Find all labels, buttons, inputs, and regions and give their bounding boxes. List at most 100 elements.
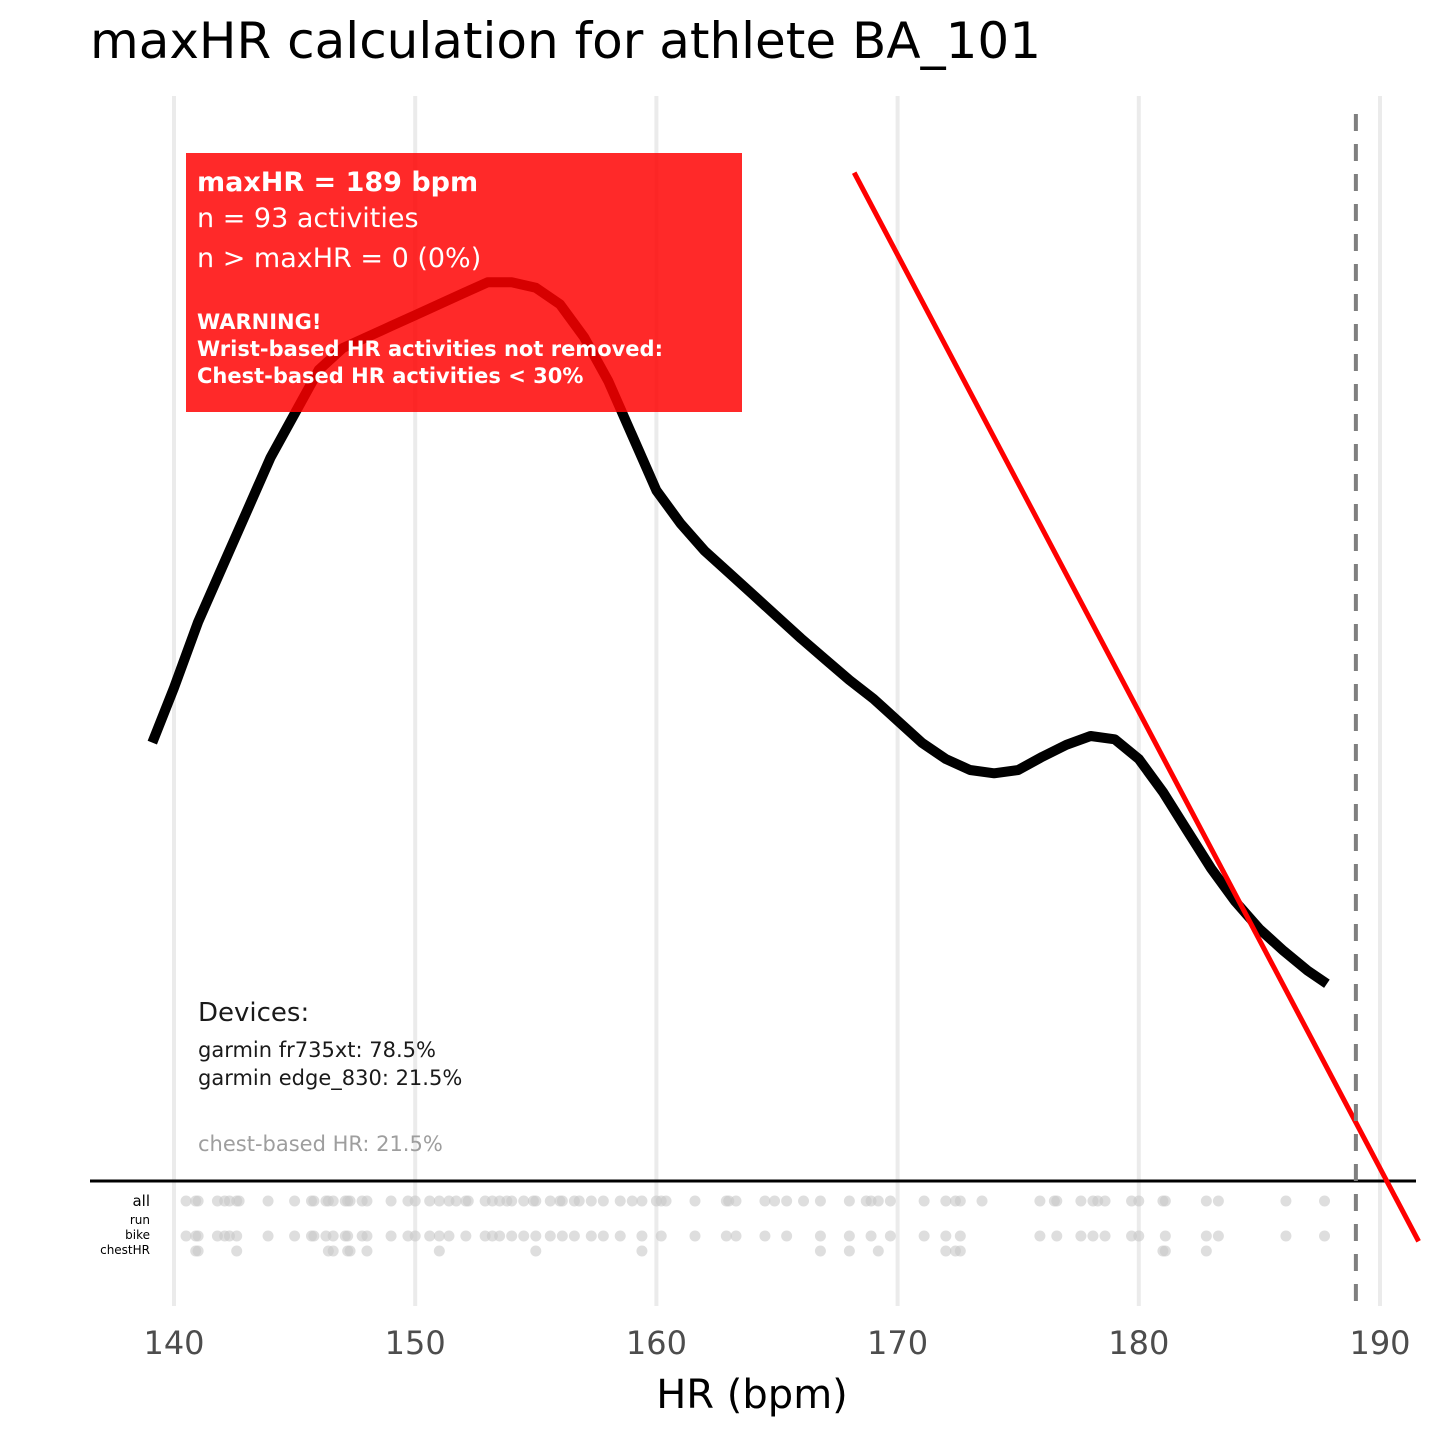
activity-point-bike xyxy=(954,1230,966,1242)
maxhr-info-box: maxHR = 189 bpm n = 93 activities n > ma… xyxy=(186,153,742,412)
activity-point-all xyxy=(544,1195,556,1207)
activity-point-bike xyxy=(1087,1230,1099,1242)
activity-point-bike xyxy=(585,1230,597,1242)
activity-point-bike xyxy=(865,1230,877,1242)
x-tick-label: 190 xyxy=(1349,1324,1410,1362)
activity-point-chesthr xyxy=(231,1245,243,1257)
activity-point-bike xyxy=(940,1230,952,1242)
activity-point-bike xyxy=(308,1230,320,1242)
activity-point-all xyxy=(327,1195,339,1207)
activity-point-bike xyxy=(518,1230,530,1242)
activity-point-all xyxy=(689,1195,701,1207)
activity-point-bike xyxy=(1075,1230,1087,1242)
activity-point-all xyxy=(843,1195,855,1207)
activity-point-bike xyxy=(544,1230,556,1242)
activity-point-all xyxy=(1319,1195,1331,1207)
activity-point-all xyxy=(556,1195,568,1207)
activity-point-bike xyxy=(1099,1230,1111,1242)
activity-point-all xyxy=(1280,1195,1292,1207)
activity-point-all xyxy=(462,1195,474,1207)
activity-point-bike xyxy=(1319,1230,1331,1242)
activity-point-all xyxy=(409,1195,421,1207)
activity-point-bike xyxy=(655,1230,667,1242)
x-tick-label: 160 xyxy=(626,1324,687,1362)
activity-point-all xyxy=(636,1195,648,1207)
fit-line xyxy=(851,171,1421,1243)
activity-point-bike xyxy=(361,1230,373,1242)
chart-title: maxHR calculation for athlete BA_101 xyxy=(90,12,1042,70)
activity-point-all xyxy=(798,1195,810,1207)
activity-point-bike xyxy=(1280,1230,1292,1242)
activity-point-all xyxy=(954,1195,966,1207)
activity-point-bike xyxy=(192,1230,204,1242)
x-tick-label: 140 xyxy=(143,1324,204,1362)
activity-point-bike xyxy=(433,1230,445,1242)
activity-point-bike xyxy=(1200,1230,1212,1242)
activity-point-bike xyxy=(1034,1230,1046,1242)
activity-point-all xyxy=(918,1195,930,1207)
activity-point-bike xyxy=(1133,1230,1145,1242)
activity-point-bike xyxy=(843,1230,855,1242)
activity-point-all xyxy=(1075,1195,1087,1207)
activity-point-all xyxy=(769,1195,781,1207)
activity-point-bike xyxy=(424,1230,436,1242)
devices-heading: Devices: xyxy=(198,998,310,1028)
activity-point-bike xyxy=(918,1230,930,1242)
activity-point-chesthr xyxy=(361,1245,373,1257)
row-label-run: run xyxy=(129,1213,150,1227)
activity-point-bike xyxy=(720,1230,732,1242)
activity-point-all xyxy=(781,1195,793,1207)
activity-point-bike xyxy=(180,1230,192,1242)
activity-point-all xyxy=(1051,1195,1063,1207)
activity-point-bike xyxy=(327,1230,339,1242)
activity-point-bike xyxy=(443,1230,455,1242)
x-tick-label: 150 xyxy=(385,1324,446,1362)
activity-point-bike xyxy=(636,1230,648,1242)
activity-point-chesthr xyxy=(433,1245,445,1257)
activity-point-chesthr xyxy=(1200,1245,1212,1257)
activity-point-all xyxy=(289,1195,301,1207)
activity-point-chesthr xyxy=(192,1245,204,1257)
activity-point-chesthr xyxy=(872,1245,884,1257)
activity-point-all xyxy=(1034,1195,1046,1207)
activity-point-all xyxy=(585,1195,597,1207)
activity-point-bike xyxy=(494,1230,506,1242)
fit-line-layer xyxy=(851,171,1421,1243)
activity-point-all xyxy=(884,1195,896,1207)
activity-point-all xyxy=(1159,1195,1171,1207)
x-axis-label: HR (bpm) xyxy=(656,1372,848,1418)
activity-point-all xyxy=(614,1195,626,1207)
activity-point-bike xyxy=(506,1230,518,1242)
row-label-chesthr: chestHR xyxy=(100,1243,150,1257)
activity-point-bike xyxy=(1159,1230,1171,1242)
activity-point-all xyxy=(814,1195,826,1207)
activity-point-all xyxy=(976,1195,988,1207)
activity-point-bike xyxy=(689,1230,701,1242)
activity-point-all xyxy=(385,1195,397,1207)
activity-point-bike xyxy=(884,1230,896,1242)
activity-point-chesthr xyxy=(843,1245,855,1257)
activity-point-all xyxy=(424,1195,436,1207)
activity-point-all xyxy=(518,1195,530,1207)
activity-point-bike xyxy=(231,1230,243,1242)
device-item: garmin edge_830: 21.5% xyxy=(198,1066,463,1090)
activity-point-chesthr xyxy=(1159,1245,1171,1257)
activity-point-all xyxy=(1133,1195,1145,1207)
row-label-all: all xyxy=(132,1192,150,1210)
devices-panel: Devices: garmin fr735xt: 78.5% garmin ed… xyxy=(198,996,462,1156)
activity-point-bike xyxy=(814,1230,826,1242)
activity-point-all xyxy=(530,1195,542,1207)
activity-point-all xyxy=(626,1195,638,1207)
activity-point-bike xyxy=(262,1230,274,1242)
activity-point-bike xyxy=(781,1230,793,1242)
activity-point-all xyxy=(233,1195,245,1207)
activity-point-bike xyxy=(385,1230,397,1242)
activity-count: n = 93 activities xyxy=(197,203,419,234)
activity-point-chesthr xyxy=(327,1245,339,1257)
activity-point-bike xyxy=(614,1230,626,1242)
activity-point-all xyxy=(361,1195,373,1207)
activity-point-all xyxy=(344,1195,356,1207)
activity-point-chesthr xyxy=(344,1245,356,1257)
activity-point-chesthr xyxy=(636,1245,648,1257)
